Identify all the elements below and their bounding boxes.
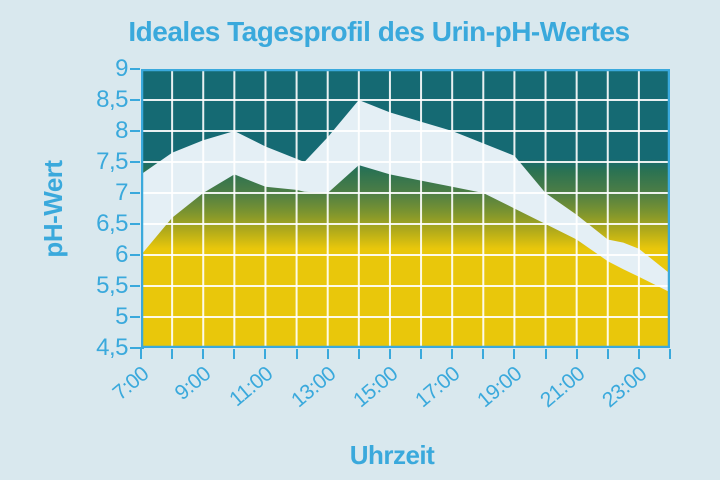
x-tick <box>637 349 640 359</box>
y-tick <box>130 161 140 163</box>
plot-area <box>141 69 670 348</box>
y-tick-label: 9 <box>115 55 128 82</box>
x-tick <box>544 349 547 359</box>
y-tick <box>130 285 140 287</box>
y-tick-label: 5 <box>115 303 128 330</box>
chart-title: Ideales Tagesprofil des Urin-pH-Wertes <box>128 16 630 47</box>
y-tick-label: 8 <box>115 117 128 144</box>
y-tick <box>130 254 140 256</box>
plot-border <box>141 69 670 348</box>
x-tick <box>202 349 205 359</box>
x-tick <box>669 349 671 359</box>
x-tick <box>140 349 142 359</box>
y-tick <box>130 316 140 318</box>
x-tick <box>264 349 267 359</box>
ph-zone-gradient <box>141 69 670 348</box>
y-tick <box>130 192 140 194</box>
x-tick <box>513 349 516 359</box>
ph-band-chart <box>141 69 670 348</box>
x-tick <box>606 349 609 359</box>
y-tick <box>130 223 140 225</box>
y-tick <box>130 347 140 349</box>
x-tick <box>451 349 454 359</box>
x-tick-label: 9:00 <box>170 362 216 405</box>
gridlines <box>141 69 670 348</box>
x-tick-label: 23:00 <box>597 362 652 413</box>
y-tick-label: 7,5 <box>96 148 128 175</box>
x-tick <box>388 349 391 359</box>
x-tick <box>326 349 329 359</box>
x-tick <box>295 349 298 359</box>
x-tick <box>233 349 236 359</box>
x-tick-label: 17:00 <box>411 362 465 413</box>
y-tick-label: 7 <box>115 179 128 206</box>
x-tick-label: 11:00 <box>225 362 278 412</box>
x-tick <box>482 349 485 359</box>
y-tick <box>130 68 140 70</box>
y-tick-label: 8,5 <box>96 86 128 113</box>
y-tick-label: 6 <box>115 241 128 268</box>
x-tick-label: 15:00 <box>348 362 403 413</box>
x-tick-label: 21:00 <box>535 362 589 413</box>
x-tick-label: 13:00 <box>286 362 340 413</box>
y-tick <box>130 130 140 132</box>
x-tick <box>575 349 578 359</box>
x-tick-label: 19:00 <box>473 362 527 413</box>
x-tick <box>171 349 174 359</box>
x-tick-label: 7:00 <box>108 362 154 405</box>
x-tick <box>357 349 360 359</box>
y-tick <box>130 99 140 101</box>
x-axis-title: Uhrzeit <box>349 440 435 470</box>
y-tick-label: 4,5 <box>96 334 128 361</box>
x-tick <box>420 349 423 359</box>
ideal-ph-band <box>141 100 670 293</box>
y-tick-label: 5,5 <box>96 272 128 299</box>
y-tick-label: 6,5 <box>96 210 128 237</box>
